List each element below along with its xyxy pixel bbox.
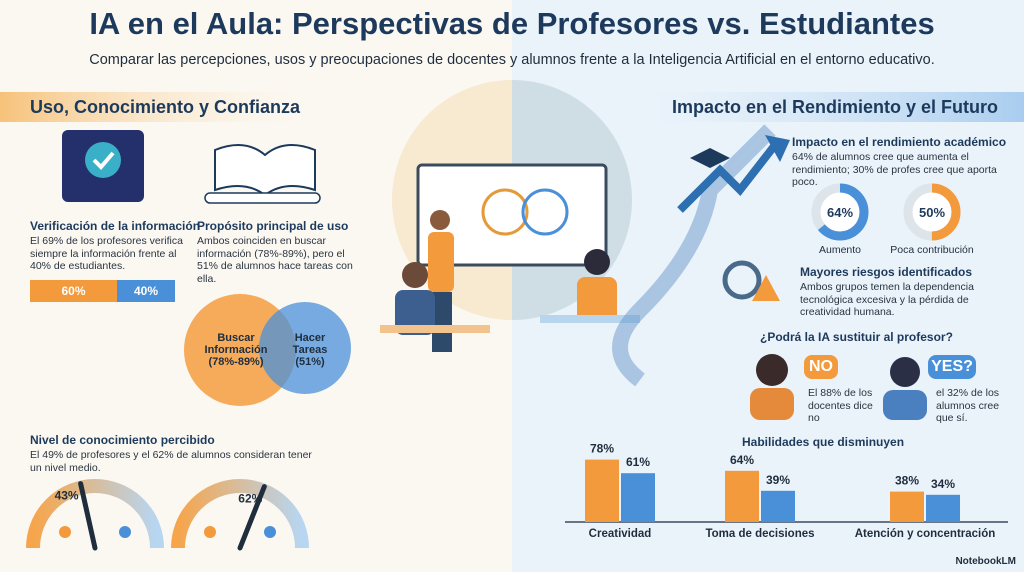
person-icon [59, 526, 71, 538]
bar [761, 490, 795, 522]
section-title: Verificación de la información [30, 219, 201, 233]
category-label: Atención y concentración [855, 528, 996, 540]
bar-label: 64% [730, 453, 754, 467]
gauge-label: 62% [238, 492, 262, 506]
venn-circle [259, 302, 351, 394]
bar [585, 459, 619, 522]
section-text: El 49% de profesores y el 62% de alumnos… [30, 449, 312, 474]
section-title: Propósito principal de uso [197, 219, 349, 233]
bar [725, 470, 759, 522]
teacher-legs [432, 292, 452, 352]
section-text: El 69% de los profesores verifica siempr… [30, 235, 183, 272]
section-title: Impacto en el rendimiento académico [792, 135, 1007, 149]
venn-label: Buscar Información (78%-89%) [204, 332, 268, 368]
footer: NotebookLM [955, 556, 1016, 567]
donut-caption: Aumento [819, 244, 861, 256]
split-bar [117, 280, 175, 302]
student-avatar-head [890, 357, 920, 387]
subtitle: Comparar las percepciones, usos y preocu… [89, 52, 935, 68]
icon-check [92, 151, 115, 170]
category-label: Toma de decisiones [705, 528, 814, 540]
donut-arc [903, 183, 961, 241]
no-badge-bg [804, 355, 838, 379]
category-label: Creatividad [589, 528, 652, 540]
right-heading: Impacto en el Rendimiento y el Futuro [672, 97, 999, 117]
bar-label: 60% [61, 284, 85, 298]
right-heading-bg [650, 92, 1024, 122]
brain-left [481, 188, 529, 236]
teacher-avatar-body [750, 388, 794, 420]
left-heading-bg [0, 92, 310, 122]
section-title: Habilidades que disminuyen [742, 435, 905, 449]
person-icon [119, 526, 131, 538]
bar-label: 39% [766, 473, 790, 487]
section-text: Ambos grupos temen la dependencia tecnol… [800, 281, 974, 318]
yes-badge-bg [928, 355, 976, 379]
gauge-arc [171, 479, 309, 549]
section-title: Mayores riesgos identificados [800, 265, 973, 279]
brain-right [521, 188, 569, 236]
section-title: Nivel de conocimiento percibido [30, 433, 215, 447]
gear-icon [722, 260, 762, 300]
person-icon [264, 526, 276, 538]
gauge-needle [237, 484, 267, 551]
donut-label: 64% [827, 205, 853, 220]
bar-label: 61% [626, 455, 650, 469]
gauge-arc [26, 479, 164, 549]
person-icon [204, 526, 216, 538]
venn-label: Hacer Tareas (51%) [292, 332, 328, 368]
student-head [402, 262, 428, 288]
growth-arrow [677, 142, 779, 213]
bar [890, 491, 924, 522]
desk-right [540, 315, 640, 323]
section-title: ¿Podrá la IA sustituir al profesor? [760, 330, 953, 344]
desk-left [380, 325, 490, 333]
teacher-text: El 88% de los docentes dice no [808, 387, 873, 424]
yes-badge: YES? [931, 358, 973, 375]
icon-book [214, 144, 316, 197]
teacher-avatar-head [756, 354, 788, 386]
growth-path [612, 124, 776, 387]
warning-icon [752, 275, 780, 301]
left-heading: Uso, Conocimiento y Confianza [30, 97, 301, 117]
bar-label: 78% [590, 442, 614, 456]
student-avatar-body [883, 390, 927, 420]
student2-body [577, 277, 617, 322]
student-body [395, 290, 435, 335]
bar [926, 494, 960, 522]
bar [621, 473, 655, 522]
gauge-label: 43% [55, 489, 79, 503]
bar-label: 40% [134, 284, 158, 298]
bar-label: 38% [895, 474, 919, 488]
teacher-head [430, 210, 450, 230]
icon-shield [85, 142, 121, 178]
grad-cap [690, 148, 730, 168]
title: IA en el Aula: Perspectivas de Profesore… [89, 6, 935, 41]
bar-label: 34% [931, 477, 955, 491]
section-text: 64% de alumnos cree que aumenta el rendi… [792, 151, 997, 188]
donut-caption: Poca contribución [890, 244, 974, 256]
donut-arc [811, 183, 869, 241]
gauge-needle [78, 481, 98, 551]
no-badge: NO [809, 358, 833, 375]
arrow-head [765, 135, 790, 162]
section-text: Ambos coinciden en buscar información (7… [197, 235, 353, 285]
teacher-body [428, 232, 454, 292]
split-bar [30, 280, 117, 302]
student2-head [584, 249, 610, 275]
student-text: el 32% de los alumnos cree que sí. [936, 387, 1000, 424]
donut-label: 50% [919, 205, 945, 220]
whiteboard [416, 163, 608, 267]
icon-search [204, 192, 321, 204]
